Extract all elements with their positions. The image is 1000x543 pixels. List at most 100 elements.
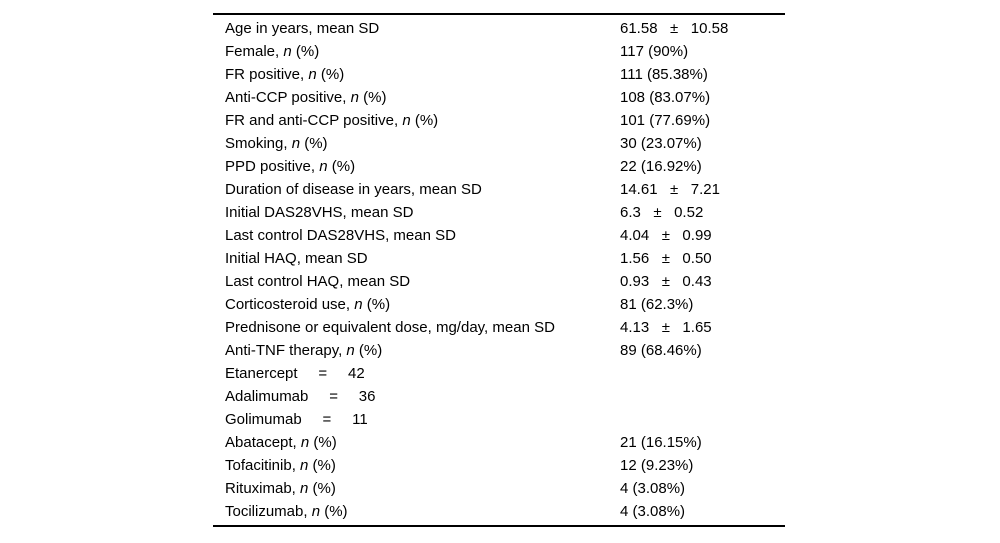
row-label: Abatacept, n (%) — [213, 431, 620, 454]
row-value: 21 (16.15%) — [620, 434, 702, 451]
table-bottom-rule — [213, 525, 785, 527]
row-value: 1.56 ± 0.50 — [620, 250, 712, 267]
row-value: 111 (85.38%) — [620, 66, 708, 83]
row-label-text: FR and anti-CCP positive, — [225, 112, 403, 129]
table-row: Tofacitinib, n (%) 12 (9.23%) — [213, 454, 785, 477]
row-label-text: Corticosteroid use, — [225, 296, 355, 313]
row-label: Last control DAS28VHS, mean SD — [213, 224, 620, 247]
row-label: Tofacitinib, n (%) — [213, 454, 620, 477]
table-row: Duration of disease in years, mean SD 14… — [213, 178, 785, 201]
row-label-suffix: (%) — [358, 89, 387, 106]
table-row: Smoking, n (%) 30 (23.07%) — [213, 132, 785, 155]
patient-characteristics-table: Age in years, mean SD 61.58 ± 10.58 Fema… — [213, 13, 785, 527]
row-label-text: FR positive, — [225, 66, 309, 83]
row-label: Duration of disease in years, mean SD — [213, 178, 620, 201]
row-value: 117 (90%) — [620, 43, 689, 60]
row-label-italic-n: n — [300, 480, 309, 497]
row-value: 4.04 ± 0.99 — [620, 227, 712, 244]
row-label: Initial DAS28VHS, mean SD — [213, 201, 620, 224]
row-value: 108 (83.07%) — [620, 89, 711, 106]
row-value: 22 (16.92%) — [620, 158, 702, 175]
row-value: 4.13 ± 1.65 — [620, 319, 712, 336]
table-row: FR and anti-CCP positive, n (%) 101 (77.… — [213, 109, 785, 132]
row-label-suffix: (%) — [316, 66, 345, 83]
row-label: Anti-TNF therapy, n (%) — [213, 339, 620, 362]
row-label-text: Rituximab, — [225, 480, 301, 497]
row-label-text: Initial DAS28VHS, mean SD — [225, 204, 414, 221]
row-value: 30 (23.07%) — [620, 135, 702, 152]
row-label-text: Tocilizumab, — [225, 503, 312, 520]
table-row: Anti-CCP positive, n (%) 108 (83.07%) — [213, 86, 785, 109]
row-label-text: Smoking, — [225, 135, 292, 152]
row-label-italic-n: n — [354, 296, 363, 313]
row-label-text: Adalimumab = 36 — [225, 388, 376, 405]
row-label: Age in years, mean SD — [213, 17, 620, 40]
table-row: Initial HAQ, mean SD 1.56 ± 0.50 — [213, 247, 785, 270]
row-label-italic-n: n — [402, 112, 411, 129]
table-row: Anti-TNF therapy, n (%) 89 (68.46%) — [213, 339, 785, 362]
row-label-italic-n: n — [300, 457, 309, 474]
table-row: Tocilizumab, n (%) 4 (3.08%) — [213, 500, 785, 523]
row-label: FR positive, n (%) — [213, 63, 620, 86]
row-label-suffix: (%) — [309, 434, 337, 451]
row-value: 4 (3.08%) — [620, 480, 686, 497]
row-label-text: Duration of disease in years, mean SD — [225, 181, 482, 198]
row-value: 4 (3.08%) — [620, 503, 686, 520]
row-value: 14.61 ± 7.21 — [620, 181, 720, 198]
row-label-text: Initial HAQ, mean SD — [225, 250, 368, 267]
row-label-text: Last control DAS28VHS, mean SD — [225, 227, 456, 244]
table-row: Age in years, mean SD 61.58 ± 10.58 — [213, 17, 785, 40]
row-label-text: Golimumab = 11 — [225, 411, 368, 428]
row-label-suffix: (%) — [308, 457, 336, 474]
row-label: Smoking, n (%) — [213, 132, 620, 155]
table-row: Female, n (%) 117 (90%) — [213, 40, 785, 63]
table-row: Adalimumab = 36 — [213, 385, 785, 408]
row-label-text: Etanercept = 42 — [225, 365, 365, 382]
row-label-suffix: (%) — [300, 135, 328, 152]
table-row: PPD positive, n (%) 22 (16.92%) — [213, 155, 785, 178]
row-label-italic-n: n — [319, 158, 328, 175]
row-label-text: Prednisone or equivalent dose, mg/day, m… — [225, 319, 555, 336]
row-label: Etanercept = 42 — [213, 362, 620, 385]
row-label-italic-n: n — [308, 66, 317, 83]
row-value: 0.93 ± 0.43 — [620, 273, 712, 290]
row-label-text: Anti-CCP positive, — [225, 89, 351, 106]
table-row: Last control HAQ, mean SD 0.93 ± 0.43 — [213, 270, 785, 293]
row-label-text: Tofacitinib, — [225, 457, 301, 474]
table-body: Age in years, mean SD 61.58 ± 10.58 Fema… — [213, 15, 785, 525]
table-row: Prednisone or equivalent dose, mg/day, m… — [213, 316, 785, 339]
row-label-suffix: (%) — [410, 112, 439, 129]
row-label-text: Last control HAQ, mean SD — [225, 273, 411, 290]
row-value: 81 (62.3%) — [620, 296, 694, 313]
row-value: 101 (77.69%) — [620, 112, 711, 129]
row-value — [620, 362, 785, 385]
row-value — [620, 408, 785, 431]
table-row: Last control DAS28VHS, mean SD 4.04 ± 0.… — [213, 224, 785, 247]
table-row: Golimumab = 11 — [213, 408, 785, 431]
row-label-text: PPD positive, — [225, 158, 320, 175]
row-label-italic-n: n — [291, 135, 301, 152]
row-label: Prednisone or equivalent dose, mg/day, m… — [213, 316, 620, 339]
table-top-rule — [213, 13, 785, 15]
row-label: Anti-CCP positive, n (%) — [213, 86, 620, 109]
row-label-italic-n: n — [311, 503, 321, 520]
row-label: FR and anti-CCP positive, n (%) — [213, 109, 620, 132]
table-row: Corticosteroid use, n (%) 81 (62.3%) — [213, 293, 785, 316]
row-label-suffix: (%) — [327, 158, 356, 175]
row-label: Initial HAQ, mean SD — [213, 247, 620, 270]
table-row: Initial DAS28VHS, mean SD 6.3 ± 0.52 — [213, 201, 785, 224]
row-value: 12 (9.23%) — [620, 457, 694, 474]
row-label-text: Age in years, mean SD — [225, 20, 380, 37]
row-value — [620, 385, 785, 408]
row-label-text: Abatacept, — [225, 434, 301, 451]
row-value: 6.3 ± 0.52 — [620, 204, 704, 221]
row-label: Female, n (%) — [213, 40, 620, 63]
table-row: Rituximab, n (%) 4 (3.08%) — [213, 477, 785, 500]
row-label-suffix: (%) — [354, 342, 383, 359]
table-row: FR positive, n (%) 111 (85.38%) — [213, 63, 785, 86]
row-label-text: Anti-TNF therapy, — [225, 342, 347, 359]
row-label: Corticosteroid use, n (%) — [213, 293, 620, 316]
row-label: Adalimumab = 36 — [213, 385, 620, 408]
row-value: 89 (68.46%) — [620, 342, 702, 359]
